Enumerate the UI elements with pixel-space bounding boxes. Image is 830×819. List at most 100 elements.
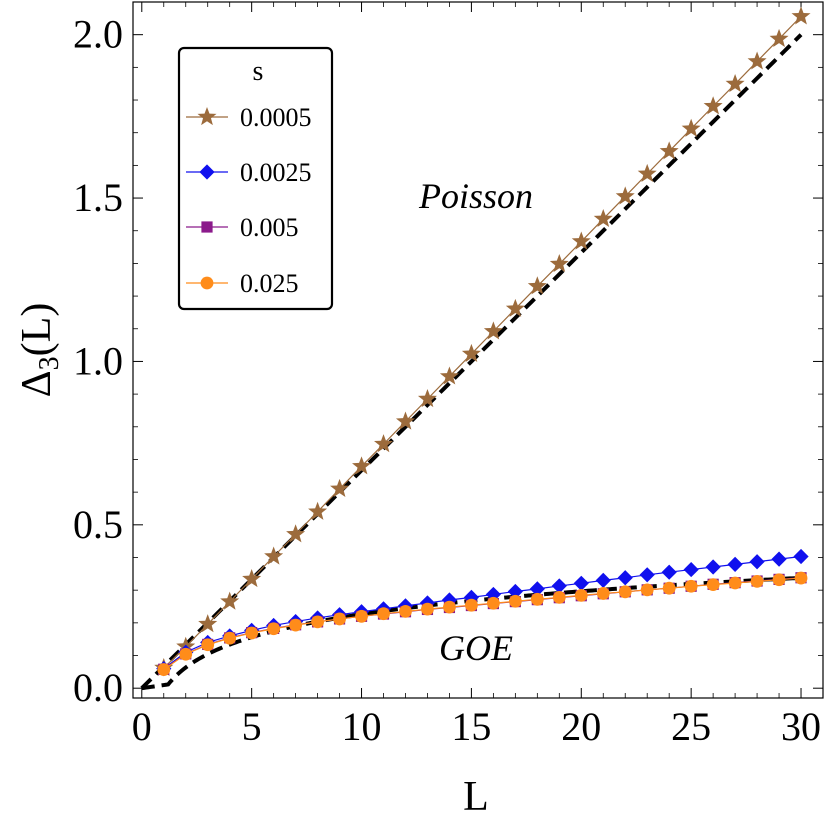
data-point-diamond — [771, 551, 787, 567]
data-point-star — [198, 614, 218, 633]
data-point-circle — [728, 576, 742, 590]
legend-entry: 0.005 — [186, 213, 299, 242]
data-point-circle — [662, 581, 676, 595]
y-axis-title-tail: (L) — [14, 303, 60, 357]
data-point-diamond — [507, 583, 523, 600]
data-point-circle — [596, 587, 610, 600]
legend-marker-square — [201, 221, 213, 233]
axis-ticks: 0 5 10 15 20 25 30 0.0 0.5 1.0 1.5 2.0 — [73, 2, 823, 749]
data-point-star — [242, 569, 262, 588]
data-point-star — [505, 298, 525, 317]
data-point-star — [725, 74, 745, 93]
legend: s 0.0005 0.0025 0.005 0.025 — [177, 46, 334, 311]
data-point-circle — [750, 574, 764, 588]
data-point-star — [461, 343, 481, 363]
data-point-diamond — [573, 575, 589, 591]
data-point-star — [791, 6, 811, 25]
data-point-circle — [157, 663, 171, 676]
data-point-diamond — [683, 561, 699, 578]
data-point-circle — [508, 594, 522, 608]
x-axis-title: L — [463, 774, 489, 819]
legend-title: s — [253, 56, 264, 87]
data-point-circle — [794, 571, 808, 585]
y-axis-title: Δ3(L) — [14, 303, 65, 398]
poisson-annotation: Poisson — [418, 176, 533, 216]
data-point-circle — [640, 583, 654, 597]
data-point-star — [593, 208, 613, 228]
legend-entries: 0.0005 0.0025 0.005 0.025 — [186, 103, 312, 298]
data-point-diamond — [463, 589, 480, 605]
x-tick-label: 25 — [671, 704, 711, 749]
legend-box — [177, 46, 334, 311]
series-circle — [157, 571, 808, 676]
data-point-diamond — [727, 556, 743, 572]
legend-marker-star — [197, 107, 217, 126]
data-point-diamond — [749, 554, 765, 570]
data-point-diamond — [639, 567, 655, 583]
data-point-star — [769, 28, 789, 48]
data-point-circle — [486, 596, 500, 610]
data-point-circle — [552, 590, 566, 604]
data-point-diamond — [661, 564, 677, 580]
y-tick-label: 2.0 — [73, 12, 123, 57]
data-point-star — [571, 231, 591, 250]
data-point-star — [308, 501, 328, 520]
data-point-circle — [465, 598, 478, 612]
data-point-star — [703, 96, 723, 115]
legend-label: 0.0025 — [240, 158, 312, 187]
data-point-circle — [245, 626, 259, 640]
legend-label: 0.005 — [240, 213, 299, 242]
data-point-circle — [530, 592, 544, 606]
data-series — [154, 6, 811, 677]
data-point-circle — [684, 579, 698, 593]
data-point-star — [220, 591, 240, 610]
goe-annotation: GOE — [439, 628, 513, 668]
legend-entry: 0.0005 — [186, 103, 312, 132]
x-tick-label: 15 — [451, 704, 491, 749]
data-point-star — [483, 321, 503, 340]
data-point-circle — [377, 607, 390, 621]
x-tick-label: 10 — [342, 704, 382, 749]
legend-entry: 0.0025 — [186, 158, 312, 187]
x-tick-label: 0 — [132, 704, 152, 749]
y-tick-label: 0.5 — [73, 502, 123, 547]
data-point-diamond — [529, 581, 545, 597]
data-point-star — [747, 51, 767, 70]
data-point-star — [549, 254, 569, 273]
data-point-circle — [772, 573, 786, 587]
data-point-star — [681, 118, 701, 137]
data-point-circle — [355, 609, 368, 623]
data-point-circle — [333, 612, 346, 626]
data-point-star — [286, 524, 306, 543]
legend-marker-diamond — [199, 164, 215, 180]
data-point-circle — [574, 588, 588, 602]
legend-label: 0.0005 — [240, 103, 312, 132]
data-point-circle — [223, 631, 237, 645]
data-point-diamond — [551, 578, 567, 594]
data-point-star — [374, 434, 394, 453]
data-point-circle — [311, 615, 324, 629]
data-point-star — [615, 186, 635, 205]
data-point-diamond — [441, 592, 458, 608]
data-point-circle — [618, 585, 632, 599]
data-point-star — [395, 411, 415, 430]
data-point-circle — [399, 605, 412, 618]
data-point-diamond — [793, 548, 809, 565]
series-star — [154, 6, 811, 677]
data-point-circle — [201, 638, 215, 652]
data-point-star — [330, 478, 350, 497]
x-tick-label: 30 — [781, 704, 821, 749]
data-point-star — [352, 456, 372, 475]
data-point-circle — [179, 647, 193, 661]
data-point-diamond — [705, 559, 721, 575]
legend-marker-circle — [200, 276, 214, 290]
data-point-circle — [289, 618, 303, 632]
legend-label: 0.025 — [240, 269, 299, 298]
data-point-circle — [421, 602, 434, 616]
data-point-star — [264, 546, 284, 565]
data-point-circle — [443, 600, 456, 614]
y-axis-title-sub: 3 — [34, 356, 65, 370]
y-tick-label: 1.0 — [73, 338, 123, 383]
x-tick-label: 5 — [242, 704, 262, 749]
